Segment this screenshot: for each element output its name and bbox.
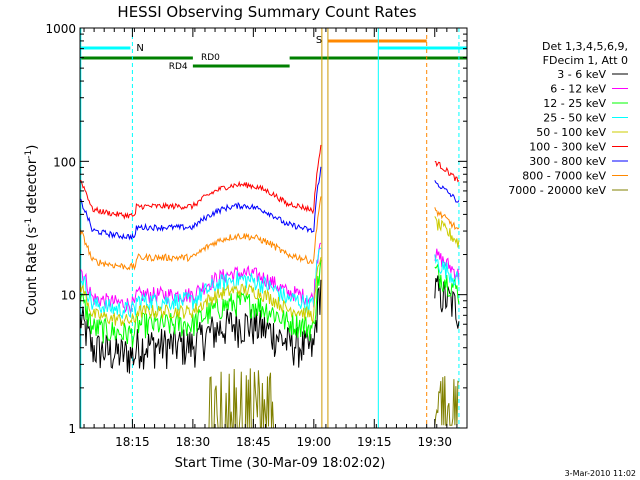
x-axis-label: Start Time (30-Mar-09 18:02:02) xyxy=(175,456,386,471)
series-line xyxy=(79,144,322,220)
series-line xyxy=(79,247,322,319)
legend-entry-label: 7000 - 20000 keV xyxy=(508,184,606,197)
legend-entry-label: 12 - 25 keV xyxy=(543,97,606,110)
y-axis-label-sup1: -1 xyxy=(24,218,34,227)
legend-header: FDecim 1, Att 0 xyxy=(543,54,628,67)
series-line xyxy=(79,196,322,271)
y-axis: 1 10 100 1000 xyxy=(45,22,467,436)
y-axis-label-end: ) xyxy=(25,145,40,150)
x-tick-label: 19:30 xyxy=(417,435,452,449)
timestamp: 3-Mar-2010 11:02 xyxy=(565,469,636,478)
series-line xyxy=(434,376,460,426)
legend: Det 1,3,4,5,6,9,FDecim 1, Att 03 - 6 keV… xyxy=(508,40,628,197)
series-line xyxy=(434,264,460,305)
x-tick-label: 18:30 xyxy=(176,435,211,449)
night-label: N xyxy=(136,43,143,54)
y-tick-label: 100 xyxy=(53,155,76,169)
legend-entry-label: 50 - 100 keV xyxy=(536,126,606,139)
series-line xyxy=(434,275,460,329)
rd0-label: RD0 xyxy=(201,53,220,63)
legend-entry-label: 6 - 12 keV xyxy=(550,83,606,96)
x-tick-label: 18:45 xyxy=(236,435,271,449)
saa-label: S xyxy=(316,35,322,46)
y-axis-label-main: Count Rate (s xyxy=(25,227,40,316)
y-tick-label: 10 xyxy=(61,289,76,303)
legend-entry-label: 800 - 7000 keV xyxy=(522,170,606,183)
series-line xyxy=(434,160,460,183)
x-axis: 18:15 18:30 18:45 19:00 19:15 19:30 xyxy=(83,28,458,449)
chart-title: HESSI Observing Summary Count Rates xyxy=(117,3,416,21)
y-tick-label: 1000 xyxy=(45,22,76,36)
legend-header: Det 1,3,4,5,6,9, xyxy=(542,40,628,53)
y-axis-label-mid: detector xyxy=(25,158,40,218)
series-line xyxy=(79,259,322,348)
series-line xyxy=(434,180,460,203)
series-line xyxy=(79,257,322,327)
y-axis-label: Count Rate (s-1 detector-1) xyxy=(24,145,40,316)
x-tick-label: 19:15 xyxy=(357,435,392,449)
y-axis-label-sup2: -1 xyxy=(24,150,34,159)
series-line xyxy=(434,207,460,230)
legend-entry-label: 100 - 300 keV xyxy=(529,141,606,154)
series-line xyxy=(79,166,322,241)
x-tick-label: 18:15 xyxy=(115,435,150,449)
legend-entry-label: 25 - 50 keV xyxy=(543,112,606,125)
x-tick-label: 19:00 xyxy=(297,435,332,449)
series-line xyxy=(80,368,321,429)
rd4-label: RD4 xyxy=(169,62,188,72)
plot-frame xyxy=(79,27,468,429)
legend-entry-label: 3 - 6 keV xyxy=(557,68,606,81)
legend-entry-label: 300 - 800 keV xyxy=(529,155,606,168)
series-line xyxy=(434,216,460,248)
series-line xyxy=(79,279,322,374)
y-tick-label: 1 xyxy=(68,422,76,436)
plot-area: N S RD0 RD4 xyxy=(79,27,468,429)
series-line xyxy=(434,254,460,286)
